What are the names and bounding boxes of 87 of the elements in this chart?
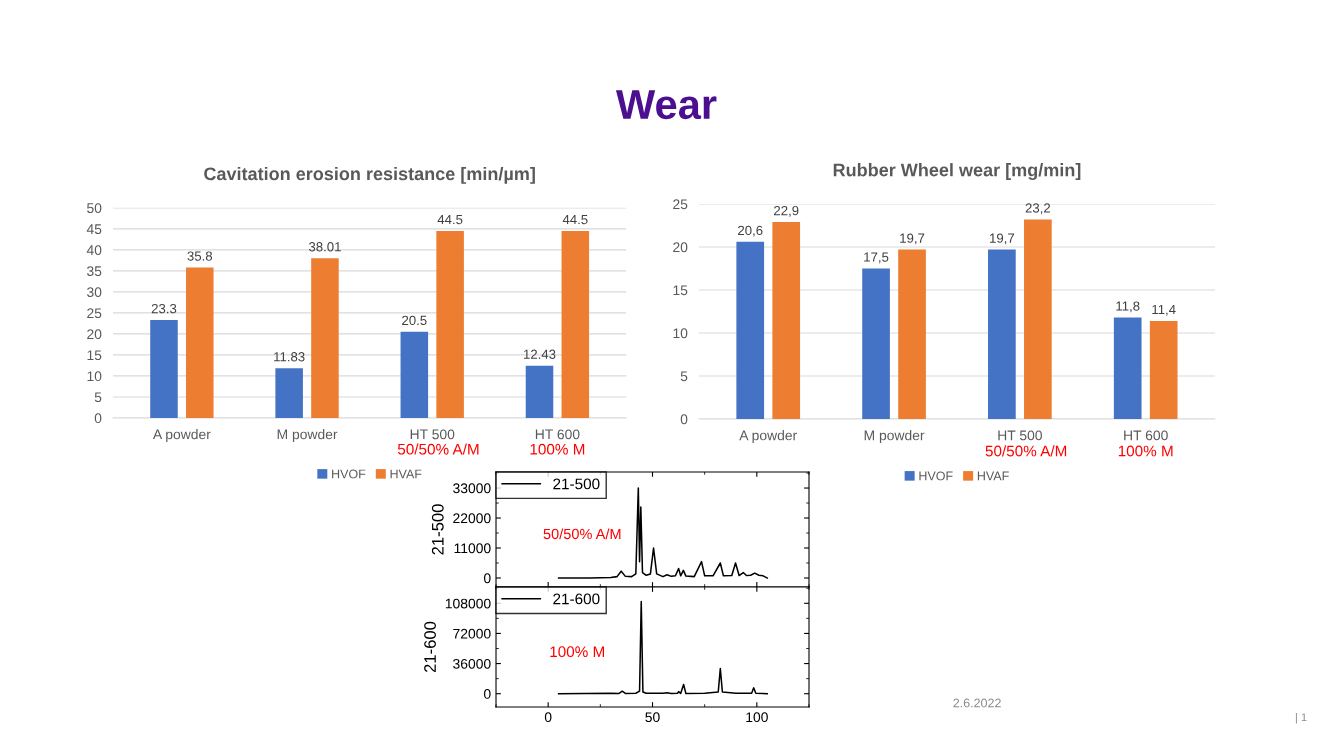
y-tick-label: 20 (87, 329, 102, 340)
x-tick-label: 100 (746, 712, 768, 723)
y-tick-label: 0 (483, 573, 491, 584)
bar (525, 365, 554, 418)
y-tick-label: 35 (87, 266, 102, 277)
bar (400, 331, 429, 418)
y-tick-label: 45 (86, 224, 102, 235)
y-tick-label: 15 (87, 350, 102, 361)
y-tick-label: 22000 (453, 513, 491, 524)
data-label: 11,4 (1152, 304, 1176, 316)
legend-label: HVAF (390, 469, 422, 479)
data-label: 11,8 (1116, 301, 1140, 313)
text: Wear (615, 90, 717, 120)
bar (150, 320, 178, 418)
y-tick-label: 108000 (445, 598, 491, 609)
bar (898, 249, 926, 419)
y-tick-label: 0 (680, 414, 688, 425)
data-label: 44.5 (437, 214, 463, 225)
legend-label: 21-500 (553, 478, 600, 490)
text: | 1 (1295, 712, 1307, 724)
data-label: 38.01 (308, 242, 341, 252)
x-tick-label: 0 (544, 712, 552, 723)
y-tick-label: 25 (87, 308, 102, 319)
y-tick-label: 5 (680, 371, 688, 382)
y-tick-label: 40 (86, 245, 102, 256)
text: 50/50% A/M (985, 445, 1067, 457)
y-tick-label: 20 (673, 242, 688, 253)
y-tick-label: 50 (87, 203, 102, 214)
chart-title: Rubber Wheel wear [mg/min] (833, 163, 1081, 181)
bar (275, 368, 303, 418)
legend-label: HVOF (919, 471, 953, 481)
y-tick-label: 72000 (453, 628, 491, 639)
bar (1149, 320, 1178, 419)
x-tick-label: M powder (864, 430, 925, 444)
text: 100% M (530, 443, 585, 455)
y-tick-label: 10 (673, 328, 688, 339)
annotation: 50/50% A/M (543, 528, 621, 540)
x-tick-label: HT 600 (1124, 430, 1168, 441)
data-label: 22,9 (774, 205, 799, 217)
x-tick-label: 50 (645, 712, 660, 723)
y-tick-label: 33000 (453, 483, 491, 494)
bar (772, 222, 801, 419)
data-label: 35.8 (187, 251, 213, 261)
y-tick-label: 25 (673, 199, 688, 210)
data-label: 19,7 (900, 233, 925, 245)
x-tick-label: A powder (152, 429, 211, 442)
legend-label: HVAF (977, 471, 1009, 481)
bar (561, 230, 590, 418)
y-axis-title: 21-600 (424, 621, 436, 673)
bar (186, 267, 214, 418)
bar (862, 268, 890, 419)
y-axis-title: 21-500 (431, 504, 444, 555)
x-tick-label: A powder (739, 430, 797, 444)
data-label: 17,5 (864, 252, 889, 264)
x-tick-label: HT 500 (998, 430, 1042, 441)
data-label: 23.3 (151, 303, 177, 314)
data-label: 20,6 (738, 225, 763, 237)
text: 100% M (1118, 445, 1173, 457)
text: 2.6.2022 (953, 698, 1001, 708)
data-label: 23,2 (1025, 203, 1051, 215)
bar (1024, 219, 1052, 419)
bar (1113, 317, 1142, 419)
y-tick-label: 36000 (453, 658, 491, 669)
y-tick-label: 0 (483, 689, 491, 699)
legend-label: 21-600 (553, 593, 600, 605)
data-label: 44.5 (562, 214, 588, 225)
legend-label: HVOF (332, 469, 366, 479)
x-tick-label: M powder (277, 429, 338, 442)
x-tick-label: HT 500 (410, 429, 455, 440)
data-label: 12.43 (524, 349, 556, 359)
data-label: 19,7 (990, 233, 1015, 245)
y-tick-label: 10 (87, 371, 102, 382)
bar (436, 230, 464, 418)
x-tick-label: HT 600 (535, 429, 580, 440)
chart-title: Cavitation erosion resistance [min/µm] (204, 166, 535, 184)
bar (736, 241, 765, 419)
text: 50/50% A/M (397, 443, 479, 455)
y-tick-label: 15 (673, 285, 688, 296)
y-tick-label: 0 (94, 413, 102, 424)
y-tick-label: 30 (87, 287, 102, 298)
y-tick-label: 5 (94, 392, 102, 403)
bar (988, 249, 1016, 419)
data-label: 11.83 (274, 352, 305, 362)
bar (311, 258, 339, 418)
data-label: 20.5 (402, 315, 427, 326)
annotation: 100% M (550, 646, 605, 658)
y-tick-label: 11000 (454, 543, 491, 554)
